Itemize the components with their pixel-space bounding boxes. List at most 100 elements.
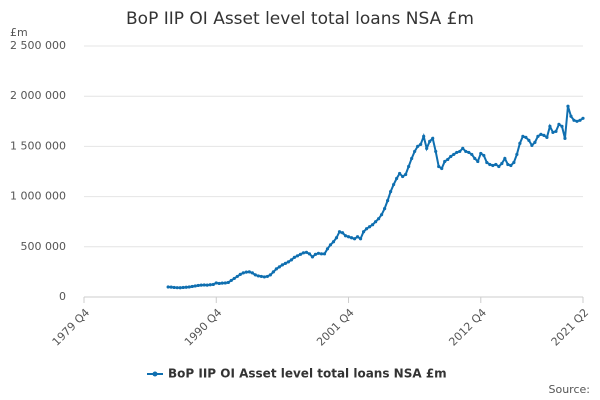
point	[289, 258, 294, 262]
point	[256, 274, 260, 278]
point	[241, 271, 245, 275]
point	[437, 164, 441, 169]
point	[223, 281, 227, 285]
point	[229, 278, 233, 283]
point	[428, 139, 432, 143]
point	[307, 252, 312, 256]
point	[352, 237, 357, 241]
point	[518, 141, 522, 145]
point	[166, 285, 170, 289]
point	[187, 285, 191, 289]
point	[244, 270, 248, 274]
point	[422, 134, 426, 138]
point	[431, 136, 435, 140]
point	[386, 199, 390, 203]
point	[575, 119, 579, 123]
point	[283, 261, 288, 265]
point	[533, 140, 537, 144]
point	[343, 234, 348, 238]
point	[494, 162, 498, 167]
point	[331, 240, 336, 244]
point	[313, 252, 318, 256]
point	[581, 116, 585, 120]
point	[452, 152, 456, 157]
x-tick-label: 1990 Q4	[182, 306, 225, 349]
point	[419, 142, 423, 146]
point	[473, 156, 477, 161]
point	[485, 160, 489, 165]
point	[328, 243, 333, 247]
point	[208, 283, 212, 287]
point	[340, 231, 345, 235]
point	[262, 275, 266, 279]
point	[346, 235, 351, 239]
point	[238, 272, 242, 277]
point	[404, 172, 408, 177]
point	[506, 162, 510, 167]
point	[440, 166, 444, 171]
point	[247, 270, 251, 274]
x-tick-label: 1979 Q4	[50, 306, 93, 349]
point	[569, 114, 573, 118]
point	[175, 286, 179, 290]
point	[476, 159, 480, 164]
point	[196, 283, 200, 288]
point	[277, 265, 281, 269]
point	[455, 150, 459, 155]
point	[310, 255, 315, 259]
x-tick-label: 2021 Q2	[549, 306, 592, 349]
point	[172, 285, 176, 290]
point	[410, 156, 414, 161]
point	[292, 255, 297, 259]
point	[449, 154, 453, 159]
point	[184, 285, 188, 289]
point	[509, 163, 513, 168]
point	[379, 213, 384, 217]
point	[295, 254, 300, 258]
y-tick-label: 500 000	[21, 240, 67, 253]
point	[232, 276, 236, 281]
y-tick-label: 1 500 000	[10, 139, 66, 152]
point	[434, 149, 438, 154]
point	[280, 263, 284, 267]
point	[461, 146, 465, 151]
point	[199, 283, 203, 287]
point	[253, 273, 257, 277]
point	[392, 182, 396, 187]
point	[413, 149, 417, 154]
point	[530, 143, 534, 147]
y-tick-label: 0	[59, 290, 66, 303]
point	[337, 230, 342, 234]
point	[443, 159, 447, 164]
point	[488, 162, 492, 167]
point	[515, 152, 519, 157]
y-axis-label: £m	[10, 26, 28, 39]
chart-title: BoP IIP OI Asset level total loans NSA £…	[126, 9, 474, 29]
point	[181, 285, 185, 290]
point	[169, 285, 173, 289]
point	[226, 280, 230, 285]
point	[425, 146, 429, 151]
point	[503, 156, 507, 161]
point	[373, 220, 378, 224]
point	[322, 252, 327, 256]
point	[542, 133, 546, 137]
point	[563, 136, 567, 140]
point	[235, 274, 239, 279]
point	[298, 252, 303, 256]
point	[524, 135, 528, 139]
point	[274, 267, 278, 271]
point	[521, 134, 525, 138]
point	[370, 223, 375, 227]
legend-label: BoP IIP OI Asset level total loans NSA £…	[168, 367, 447, 381]
y-tick-label: 2 000 000	[10, 89, 66, 102]
point	[395, 176, 399, 181]
legend-marker	[152, 371, 158, 377]
point	[271, 270, 275, 274]
point	[482, 153, 486, 158]
point	[268, 273, 272, 277]
point	[416, 144, 420, 148]
point	[446, 157, 450, 162]
point	[545, 135, 549, 139]
point	[190, 284, 194, 289]
